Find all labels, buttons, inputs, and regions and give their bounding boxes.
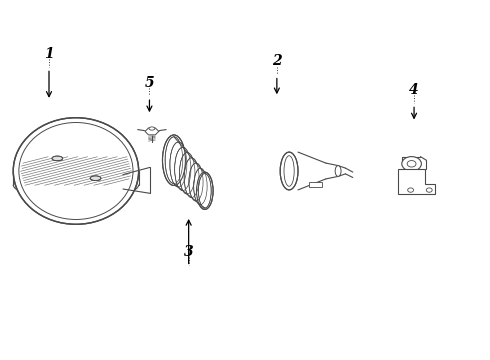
Text: 2: 2 [272,54,282,68]
Ellipse shape [165,137,183,184]
Ellipse shape [170,142,187,187]
Ellipse shape [196,172,213,210]
Text: 4: 4 [409,83,419,97]
Ellipse shape [90,176,101,180]
FancyBboxPatch shape [309,182,322,187]
Text: 1: 1 [44,47,54,61]
Ellipse shape [402,157,421,171]
Ellipse shape [52,156,63,161]
Ellipse shape [184,158,199,198]
Ellipse shape [198,174,211,208]
Ellipse shape [179,153,195,194]
Ellipse shape [174,147,191,190]
Ellipse shape [149,127,155,130]
Polygon shape [145,128,159,135]
Ellipse shape [280,152,298,190]
Ellipse shape [163,135,185,185]
Text: 3: 3 [184,245,194,259]
Ellipse shape [13,118,139,224]
Text: 5: 5 [145,76,154,90]
Ellipse shape [194,168,207,204]
Ellipse shape [335,166,341,176]
Polygon shape [398,169,435,194]
Ellipse shape [189,163,203,201]
